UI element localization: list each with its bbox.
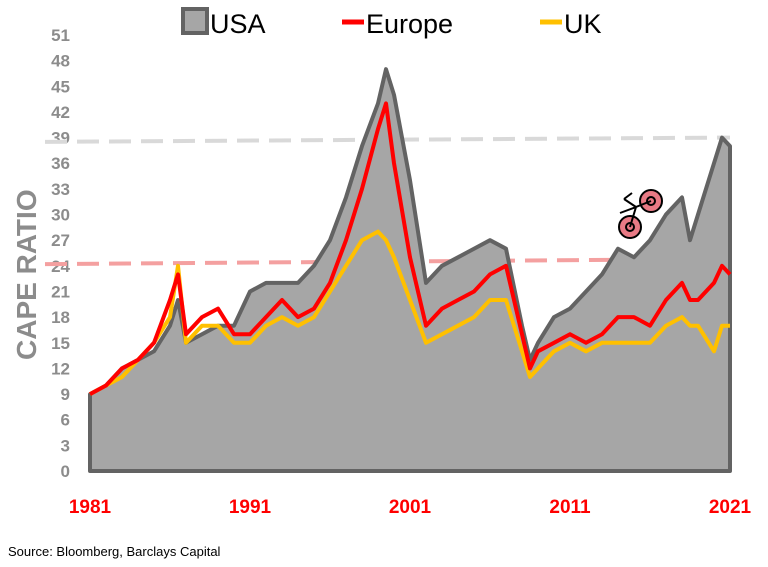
y-tick-label: 0: [61, 462, 70, 481]
y-tick-label: 24: [51, 257, 70, 276]
y-tick-label: 9: [61, 385, 70, 404]
y-tick-label: 6: [61, 411, 70, 430]
x-tick-label: 2001: [389, 497, 432, 518]
y-tick-label: 36: [51, 154, 70, 173]
x-tick-label: 2021: [709, 497, 752, 518]
y-tick-label: 18: [51, 308, 70, 327]
reference-lines: [44, 135, 731, 267]
series-layer: [88, 67, 732, 473]
series-uk-line: [89, 229, 730, 396]
series-usa-area: [88, 67, 732, 473]
reference-line-usa: [44, 135, 731, 144]
y-tick-label: 48: [51, 52, 70, 71]
x-tick-label: 1981: [69, 497, 112, 518]
legend: USA Europe UK: [181, 7, 602, 39]
y-tick-label: 27: [51, 231, 70, 250]
reference-line-europe: [44, 256, 731, 267]
series-europe-line: [89, 101, 732, 396]
legend-label-uk: UK: [564, 9, 602, 39]
y-tick-label: 21: [51, 282, 70, 301]
legend-label-usa: USA: [210, 9, 266, 39]
y-tick-label: 33: [51, 180, 70, 199]
y-tick-label: 30: [51, 206, 70, 225]
bicycle-icon: [618, 189, 663, 239]
x-tick-label: 2011: [549, 497, 591, 518]
y-tick-label: 51: [51, 26, 70, 45]
legend-label-europe: Europe: [366, 9, 453, 39]
x-axis-ticks: 1981 1991 2001 2011 2021: [69, 497, 752, 518]
y-axis-label: CAPE RATIO: [11, 189, 42, 360]
y-tick-label: 39: [51, 129, 70, 148]
y-tick-label: 42: [51, 103, 70, 122]
y-tick-label: 15: [51, 334, 70, 353]
legend-swatch-usa: [181, 7, 209, 35]
source-note: Source: Bloomberg, Barclays Capital: [8, 544, 221, 559]
y-tick-label: 3: [61, 436, 70, 455]
y-tick-label: 45: [51, 77, 70, 96]
y-tick-label: 12: [51, 359, 70, 378]
x-tick-label: 1991: [229, 497, 272, 518]
